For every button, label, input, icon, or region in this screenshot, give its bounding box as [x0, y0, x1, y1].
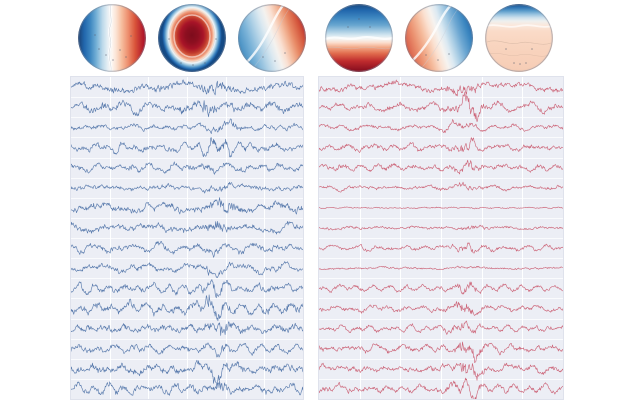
topomap-1[interactable] [78, 4, 146, 72]
gridline-horizontal [319, 298, 563, 300]
eeg-trace [71, 359, 303, 389]
eeg-trace [319, 137, 563, 153]
gridline-horizontal [319, 278, 563, 280]
eeg-trace [71, 161, 303, 175]
eeg-trace [71, 261, 303, 278]
eeg-trace [319, 119, 563, 134]
eeg-trace [71, 118, 303, 134]
trace-panel-right[interactable] [318, 76, 564, 400]
eeg-trace [71, 342, 303, 358]
eeg-trace [319, 341, 563, 363]
eeg-trace [319, 281, 563, 295]
eeg-trace [319, 206, 563, 210]
topomap-4-field [325, 4, 393, 72]
topomap-6-field [485, 4, 553, 72]
gridline-horizontal [71, 258, 303, 260]
gridline-horizontal [319, 97, 563, 99]
topomap-2-field [158, 4, 226, 72]
panel-right-row-labels [564, 76, 576, 398]
gridline-horizontal [319, 217, 563, 219]
eeg-trace [319, 242, 563, 254]
gridline-horizontal [319, 258, 563, 260]
topomap-row [0, 0, 632, 76]
topomap-1-field [78, 4, 146, 72]
topomap-6[interactable] [485, 4, 553, 72]
eeg-trace [71, 279, 303, 299]
gridline-horizontal [71, 338, 303, 340]
gridline-horizontal [71, 278, 303, 280]
gridline-horizontal [319, 238, 563, 239]
gridline-horizontal [71, 117, 303, 119]
panel-left-row-labels [304, 76, 316, 398]
gridline-horizontal [319, 137, 563, 139]
gridline-horizontal [319, 197, 563, 199]
eeg-trace [71, 137, 303, 158]
topomap-5[interactable] [405, 4, 473, 72]
gridline-horizontal [71, 217, 303, 219]
eeg-trace [319, 377, 563, 399]
gridline-horizontal [319, 117, 563, 119]
gridline-horizontal [71, 378, 303, 380]
eeg-trace [71, 241, 303, 258]
panel-right-grid [319, 77, 563, 399]
trace-panel-left[interactable] [70, 76, 304, 400]
gridline-horizontal [71, 298, 303, 300]
eeg-trace [71, 294, 303, 322]
gridline-horizontal [319, 177, 563, 179]
eeg-trace [319, 91, 563, 123]
eeg-trace [319, 79, 563, 97]
gridline-horizontal [319, 338, 563, 340]
panel-left-grid [71, 77, 303, 399]
gridline-horizontal [71, 137, 303, 139]
eeg-trace [319, 159, 563, 175]
eeg-trace [71, 221, 303, 235]
topomap-3-field [238, 4, 306, 72]
gridline-horizontal [71, 197, 303, 199]
gridline-horizontal [319, 318, 563, 320]
eeg-trace [319, 320, 563, 335]
topomap-2[interactable] [158, 4, 226, 72]
topomap-3[interactable] [238, 4, 306, 72]
eeg-trace [71, 79, 303, 96]
gridline-horizontal [319, 358, 563, 360]
panel-left-traces [71, 79, 303, 396]
eeg-trace [71, 197, 303, 215]
eeg-trace [71, 181, 303, 194]
gridline-horizontal [71, 238, 303, 239]
gridline-horizontal [319, 157, 563, 159]
eeg-trace [71, 321, 303, 336]
eeg-trace [319, 224, 563, 231]
eeg-trace [319, 265, 563, 271]
eeg-trace [71, 99, 303, 118]
gridline-horizontal [71, 358, 303, 360]
eeg-trace [319, 181, 563, 193]
gridline-horizontal [71, 157, 303, 159]
eeg-trace [319, 362, 563, 381]
topomap-5-field [405, 4, 473, 72]
eeg-trace [319, 301, 563, 316]
eeg-trace [71, 380, 303, 396]
gridline-horizontal [71, 177, 303, 179]
gridline-horizontal [71, 97, 303, 99]
gridline-horizontal [319, 378, 563, 380]
topomap-4[interactable] [325, 4, 393, 72]
panel-right-traces [319, 79, 563, 399]
gridline-horizontal [71, 318, 303, 320]
